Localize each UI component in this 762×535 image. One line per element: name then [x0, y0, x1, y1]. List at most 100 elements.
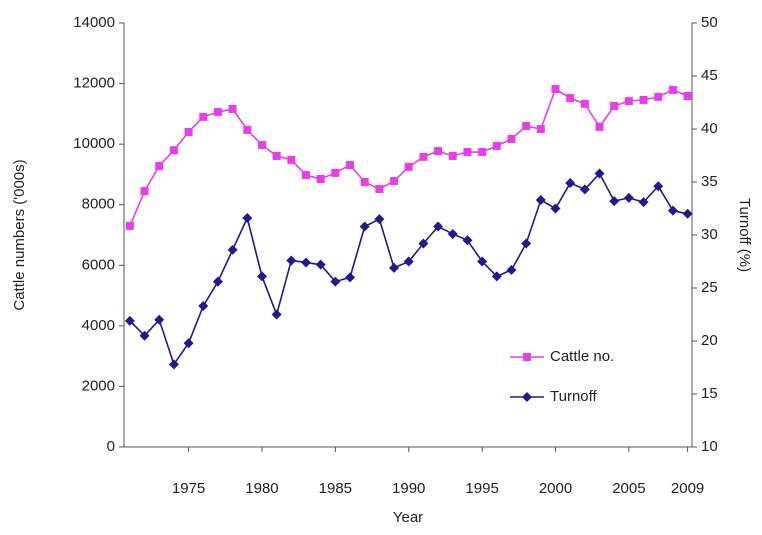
- point: [521, 238, 532, 249]
- y2-tick-label: 10: [701, 438, 718, 455]
- x-tick-label: 1990: [392, 480, 425, 497]
- point: [404, 162, 413, 171]
- point: [257, 141, 266, 150]
- series-line: [129, 87, 688, 227]
- point: [624, 97, 633, 106]
- y2-tick-label: 35: [701, 173, 718, 190]
- y2-tick-label: 30: [701, 226, 718, 243]
- y-axis-label: Cattle numbers ('000s): [11, 159, 28, 310]
- y2-tick-label: 45: [701, 67, 718, 84]
- point: [434, 147, 443, 156]
- point: [272, 151, 281, 160]
- point: [184, 128, 193, 137]
- point: [580, 99, 589, 108]
- point: [638, 197, 649, 208]
- y2-tick-label: 15: [701, 385, 718, 402]
- point: [579, 184, 590, 195]
- point: [609, 196, 620, 207]
- point: [610, 101, 619, 110]
- point: [507, 134, 516, 143]
- y-tick-label: 6000: [82, 256, 115, 273]
- legend-label: Cattle no.: [550, 348, 614, 365]
- point: [300, 257, 311, 268]
- x-tick-label: 1995: [465, 480, 498, 497]
- point: [403, 256, 414, 267]
- point: [169, 146, 178, 155]
- point: [566, 94, 575, 103]
- point: [154, 314, 165, 325]
- point: [565, 178, 576, 189]
- x-axis-label: Year: [393, 509, 423, 526]
- series-line: [129, 172, 688, 367]
- point: [390, 177, 399, 186]
- point: [183, 338, 194, 349]
- point: [463, 148, 472, 157]
- point: [623, 192, 634, 203]
- point: [345, 272, 356, 283]
- point: [654, 92, 663, 101]
- point: [667, 205, 678, 216]
- point: [316, 174, 325, 183]
- point: [522, 392, 532, 402]
- point: [447, 228, 458, 239]
- y2-tick-label: 25: [701, 279, 718, 296]
- x-tick-label: 2000: [539, 480, 572, 497]
- point: [140, 187, 149, 196]
- point: [199, 112, 208, 121]
- point: [198, 301, 209, 312]
- x-tick-label: 1975: [172, 480, 205, 497]
- y-tick-label: 2000: [82, 377, 115, 394]
- point: [594, 168, 605, 179]
- point: [653, 181, 664, 192]
- point: [522, 121, 531, 130]
- x-tick-label: 2005: [612, 480, 645, 497]
- y-tick-label: 10000: [73, 135, 115, 152]
- point: [506, 264, 517, 275]
- point: [331, 168, 340, 177]
- point: [418, 238, 429, 249]
- y-tick-label: 8000: [82, 196, 115, 213]
- point: [359, 221, 370, 232]
- point: [256, 271, 267, 282]
- y2-tick-label: 20: [701, 332, 718, 349]
- point: [375, 184, 384, 193]
- x-tick-label: 1980: [245, 480, 278, 497]
- point: [155, 161, 164, 170]
- y-tick-label: 12000: [73, 75, 115, 92]
- point: [374, 214, 385, 225]
- point: [639, 95, 648, 104]
- point: [492, 141, 501, 150]
- point: [360, 178, 369, 186]
- point: [551, 85, 560, 94]
- point: [287, 155, 296, 164]
- point: [433, 221, 444, 232]
- point: [228, 105, 237, 114]
- point: [227, 244, 238, 255]
- point: [271, 309, 282, 320]
- point: [139, 330, 150, 341]
- point: [478, 148, 487, 157]
- point: [491, 271, 502, 282]
- point: [168, 359, 179, 370]
- point: [682, 208, 693, 219]
- point: [315, 259, 326, 270]
- point: [523, 353, 531, 361]
- point: [550, 203, 561, 214]
- y-tick-label: 14000: [73, 14, 115, 31]
- point: [330, 276, 341, 287]
- legend-label: Turnoff: [550, 388, 598, 405]
- point: [462, 235, 473, 246]
- point: [301, 171, 310, 180]
- y-tick-label: 0: [107, 438, 115, 455]
- point: [213, 108, 222, 117]
- y-tick-label: 4000: [82, 317, 115, 334]
- point: [668, 85, 677, 94]
- x-tick-label: 2009: [671, 480, 704, 497]
- point: [448, 151, 457, 160]
- y2-axis-label: Turnoff (%): [736, 198, 753, 272]
- y2-tick-label: 50: [701, 14, 718, 31]
- point: [683, 91, 692, 100]
- point: [243, 125, 252, 134]
- point: [212, 276, 223, 287]
